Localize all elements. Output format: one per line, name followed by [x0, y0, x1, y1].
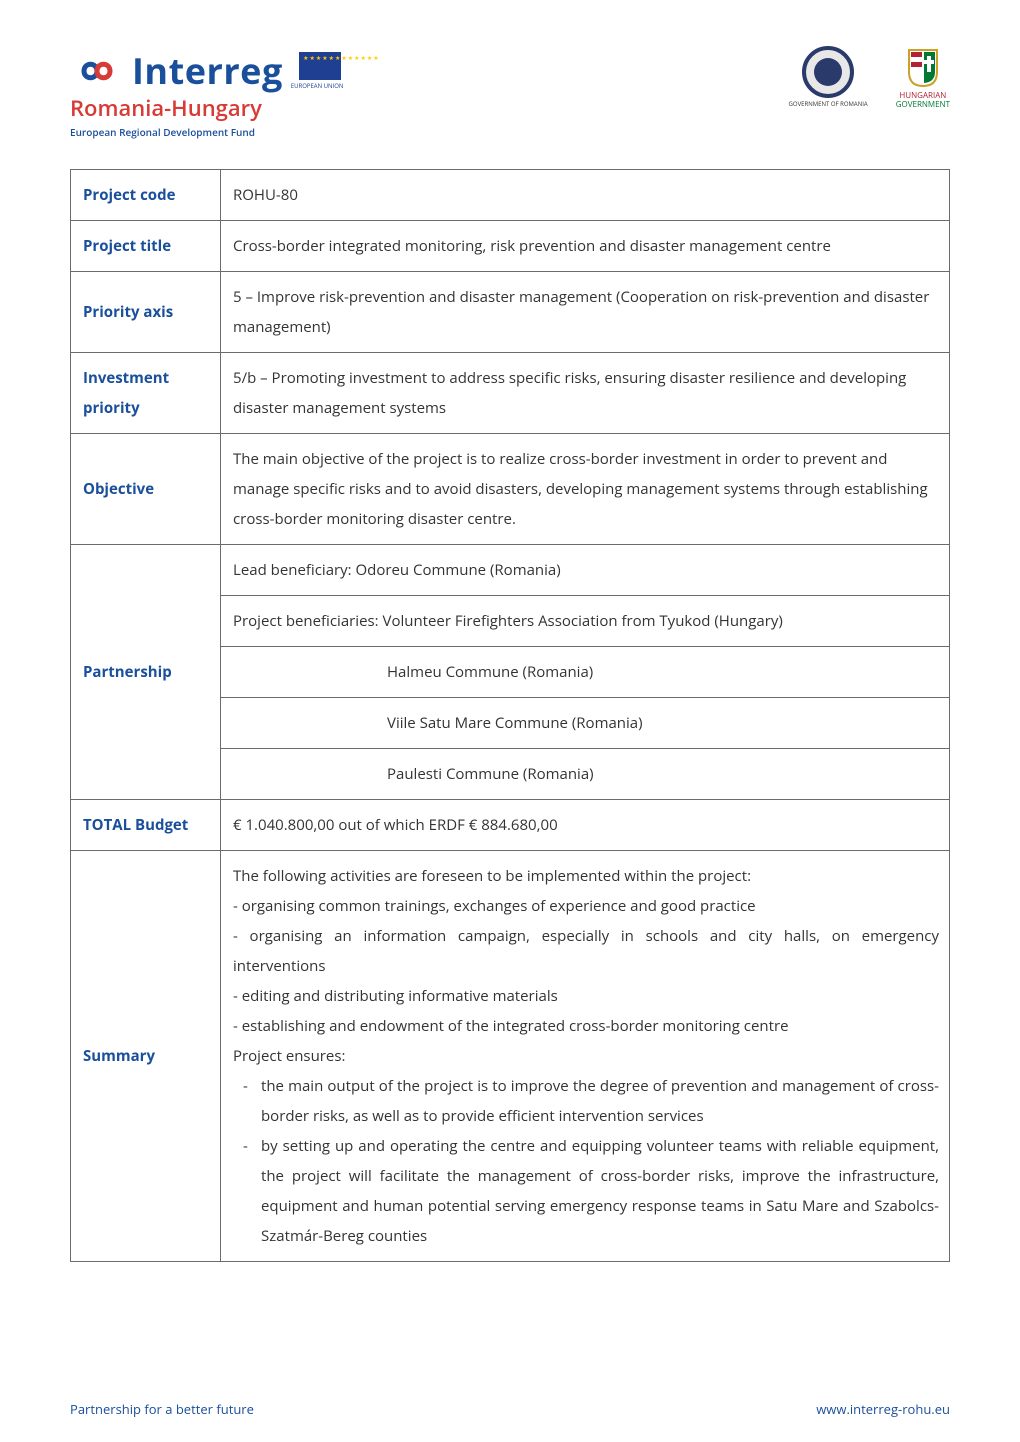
label-project-title: Project title — [71, 221, 221, 272]
eu-flag-icon — [299, 52, 341, 80]
row-objective: Objective The main objective of the proj… — [71, 434, 950, 545]
hungary-crest-label: HUNGARIAN GOVERNMENT — [896, 91, 950, 109]
label-priority-axis: Priority axis — [71, 272, 221, 353]
label-project-code: Project code — [71, 170, 221, 221]
row-project-code: Project code ROHU-80 — [71, 170, 950, 221]
infinity-icon — [70, 54, 124, 88]
dash-icon: - — [233, 1071, 261, 1131]
row-investment-priority: Investment priority 5/b – Promoting inve… — [71, 353, 950, 434]
label-objective: Objective — [71, 434, 221, 545]
footer-left: Partnership for a better future — [70, 1400, 254, 1418]
value-project-title: Cross-border integrated monitoring, risk… — [221, 221, 950, 272]
partnership-beneficiary-1: Halmeu Commune (Romania) — [221, 647, 950, 698]
project-table: Project code ROHU-80 Project title Cross… — [70, 169, 950, 1262]
value-priority-axis: 5 – Improve risk-prevention and disaster… — [221, 272, 950, 353]
erdf-subtitle: European Regional Development Fund — [70, 125, 343, 139]
value-objective: The main objective of the project is to … — [221, 434, 950, 545]
programme-name: Romania-Hungary — [70, 93, 343, 123]
summary-p0: The following activities are foreseen to… — [233, 861, 939, 891]
gov-logos: GOVERNMENT OF ROMANIA H — [789, 46, 950, 109]
label-investment-priority: Investment priority — [71, 353, 221, 434]
partnership-beneficiary-3: Paulesti Commune (Romania) — [221, 749, 950, 800]
romania-crest-label: GOVERNMENT OF ROMANIA — [789, 100, 868, 108]
row-priority-axis: Priority axis 5 – Improve risk-preventio… — [71, 272, 950, 353]
summary-p3: - editing and distributing informative m… — [233, 981, 939, 1011]
partnership-beneficiary-2: Viile Satu Mare Commune (Romania) — [221, 698, 950, 749]
summary-p4: - establishing and endowment of the inte… — [233, 1011, 939, 1041]
label-summary: Summary — [71, 851, 221, 1262]
row-summary: Summary The following activities are for… — [71, 851, 950, 1262]
footer: Partnership for a better future www.inte… — [70, 1400, 950, 1418]
label-total-budget: TOTAL Budget — [71, 800, 221, 851]
summary-p1: - organising common trainings, exchanges… — [233, 891, 939, 921]
row-project-title: Project title Cross-border integrated mo… — [71, 221, 950, 272]
value-total-budget: € 1.040.800,00 out of which ERDF € 884.6… — [221, 800, 950, 851]
value-project-code: ROHU-80 — [221, 170, 950, 221]
interreg-logo-block: Interreg EUROPEAN UNION Romania-Hungary … — [70, 46, 343, 139]
hungary-crest-icon — [905, 46, 941, 88]
value-investment-priority: 5/b – Promoting investment to address sp… — [221, 353, 950, 434]
summary-p2: - organising an information campaign, es… — [233, 921, 939, 981]
row-total-budget: TOTAL Budget € 1.040.800,00 out of which… — [71, 800, 950, 851]
summary-bullet-1: - the main output of the project is to i… — [233, 1071, 939, 1131]
summary-p5: Project ensures: — [233, 1041, 939, 1071]
header: Interreg EUROPEAN UNION Romania-Hungary … — [70, 46, 950, 139]
partnership-beneficiary-intro: Project beneficiaries: Volunteer Firefig… — [221, 596, 950, 647]
footer-right: www.interreg-rohu.eu — [816, 1400, 950, 1418]
value-summary: The following activities are foreseen to… — [221, 851, 950, 1262]
row-partnership: Partnership Lead beneficiary: Odoreu Com… — [71, 545, 950, 596]
eu-flag-label: EUROPEAN UNION — [291, 82, 344, 90]
interreg-wordmark: Interreg — [132, 46, 283, 95]
romania-crest-icon — [802, 46, 854, 98]
summary-bullet-2: - by setting up and operating the centre… — [233, 1131, 939, 1251]
label-partnership: Partnership — [71, 545, 221, 800]
partnership-lead: Lead beneficiary: Odoreu Commune (Romani… — [221, 545, 950, 596]
dash-icon: - — [233, 1131, 261, 1251]
